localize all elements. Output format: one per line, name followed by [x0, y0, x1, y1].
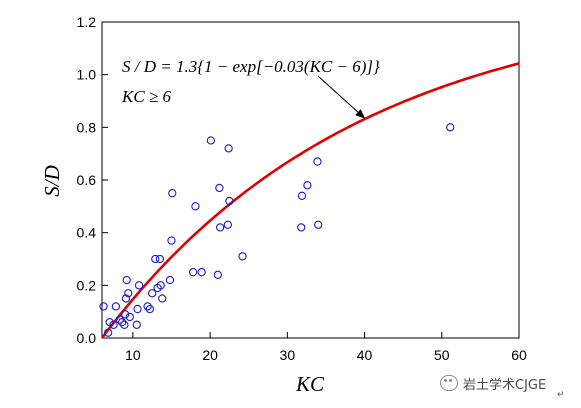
x-tick-label: 40 [357, 347, 373, 363]
equation-line-1: S / D = 1.3{1 − exp[−0.03(KC − 6)]} [122, 57, 380, 76]
data-point [225, 196, 234, 206]
fit-curve [100, 62, 520, 339]
data-point [156, 281, 165, 290]
scatter-points-layer [99, 123, 455, 337]
data-point [121, 294, 131, 303]
x-tick-label: 10 [125, 347, 141, 363]
data-point [155, 254, 165, 264]
data-point [122, 275, 131, 285]
equation-annotation: S / D = 1.3{1 − exp[−0.03(KC − 6)]} KC ≥… [121, 57, 380, 119]
watermark: 岩土学术CJGE [440, 372, 546, 394]
y-tick-label: 0.8 [77, 119, 97, 135]
x-tick-label: 30 [280, 347, 296, 363]
data-point [313, 157, 322, 166]
y-tick-label: 0.0 [77, 330, 97, 346]
data-point [206, 136, 216, 145]
data-point [197, 268, 206, 277]
data-point [109, 320, 118, 329]
x-tick-label: 20 [202, 347, 218, 363]
data-point [143, 302, 152, 311]
data-point [297, 191, 307, 200]
data-point [167, 236, 176, 245]
data-point [121, 310, 130, 319]
watermark-text: 岩土学术CJGE [463, 377, 547, 393]
data-point [134, 281, 144, 290]
data-point [188, 268, 198, 277]
data-point [120, 320, 129, 329]
data-point [111, 302, 121, 311]
data-point [115, 315, 124, 324]
x-axis-title: KC [295, 372, 325, 396]
data-point [446, 123, 455, 132]
data-point [215, 183, 224, 193]
data-point [238, 252, 247, 261]
data-point [124, 289, 133, 298]
data-point [224, 144, 233, 153]
y-tick-label: 0.2 [77, 277, 97, 293]
data-point [314, 220, 323, 229]
y-axis-title: S/D [40, 165, 64, 197]
data-point [165, 275, 175, 285]
data-point [213, 270, 222, 279]
y-tick-label: 0.4 [77, 225, 97, 241]
y-tick-label: 0.6 [77, 172, 97, 188]
x-axis-ticks: 10 20 30 40 50 60 [125, 332, 527, 363]
data-point [125, 312, 134, 322]
wechat-icon [440, 375, 458, 391]
y-tick-label: 1.2 [77, 14, 97, 30]
data-point [297, 223, 306, 232]
y-axis-ticks: 0.0 0.2 0.4 0.6 0.8 1.0 1.2 [77, 14, 108, 346]
x-tick-label: 50 [434, 347, 450, 363]
data-point [158, 294, 167, 303]
y-tick-label: 1.0 [77, 67, 97, 83]
data-point [303, 181, 312, 190]
data-point [191, 202, 200, 211]
data-point [148, 289, 157, 298]
data-point [117, 318, 127, 327]
x-tick-label: 60 [511, 347, 527, 363]
data-point [132, 320, 141, 329]
data-point [151, 254, 160, 264]
data-point [145, 304, 155, 314]
data-point [223, 220, 233, 229]
data-point [168, 189, 177, 198]
data-point [99, 302, 108, 311]
fit-curve-layer [100, 62, 520, 339]
annotation-arrow [317, 75, 366, 119]
data-point [133, 304, 142, 314]
data-point [215, 223, 225, 232]
data-point [104, 328, 113, 337]
equation-line-2: KC ≥ 6 [121, 87, 172, 106]
return-mark: ↵ [557, 390, 565, 400]
